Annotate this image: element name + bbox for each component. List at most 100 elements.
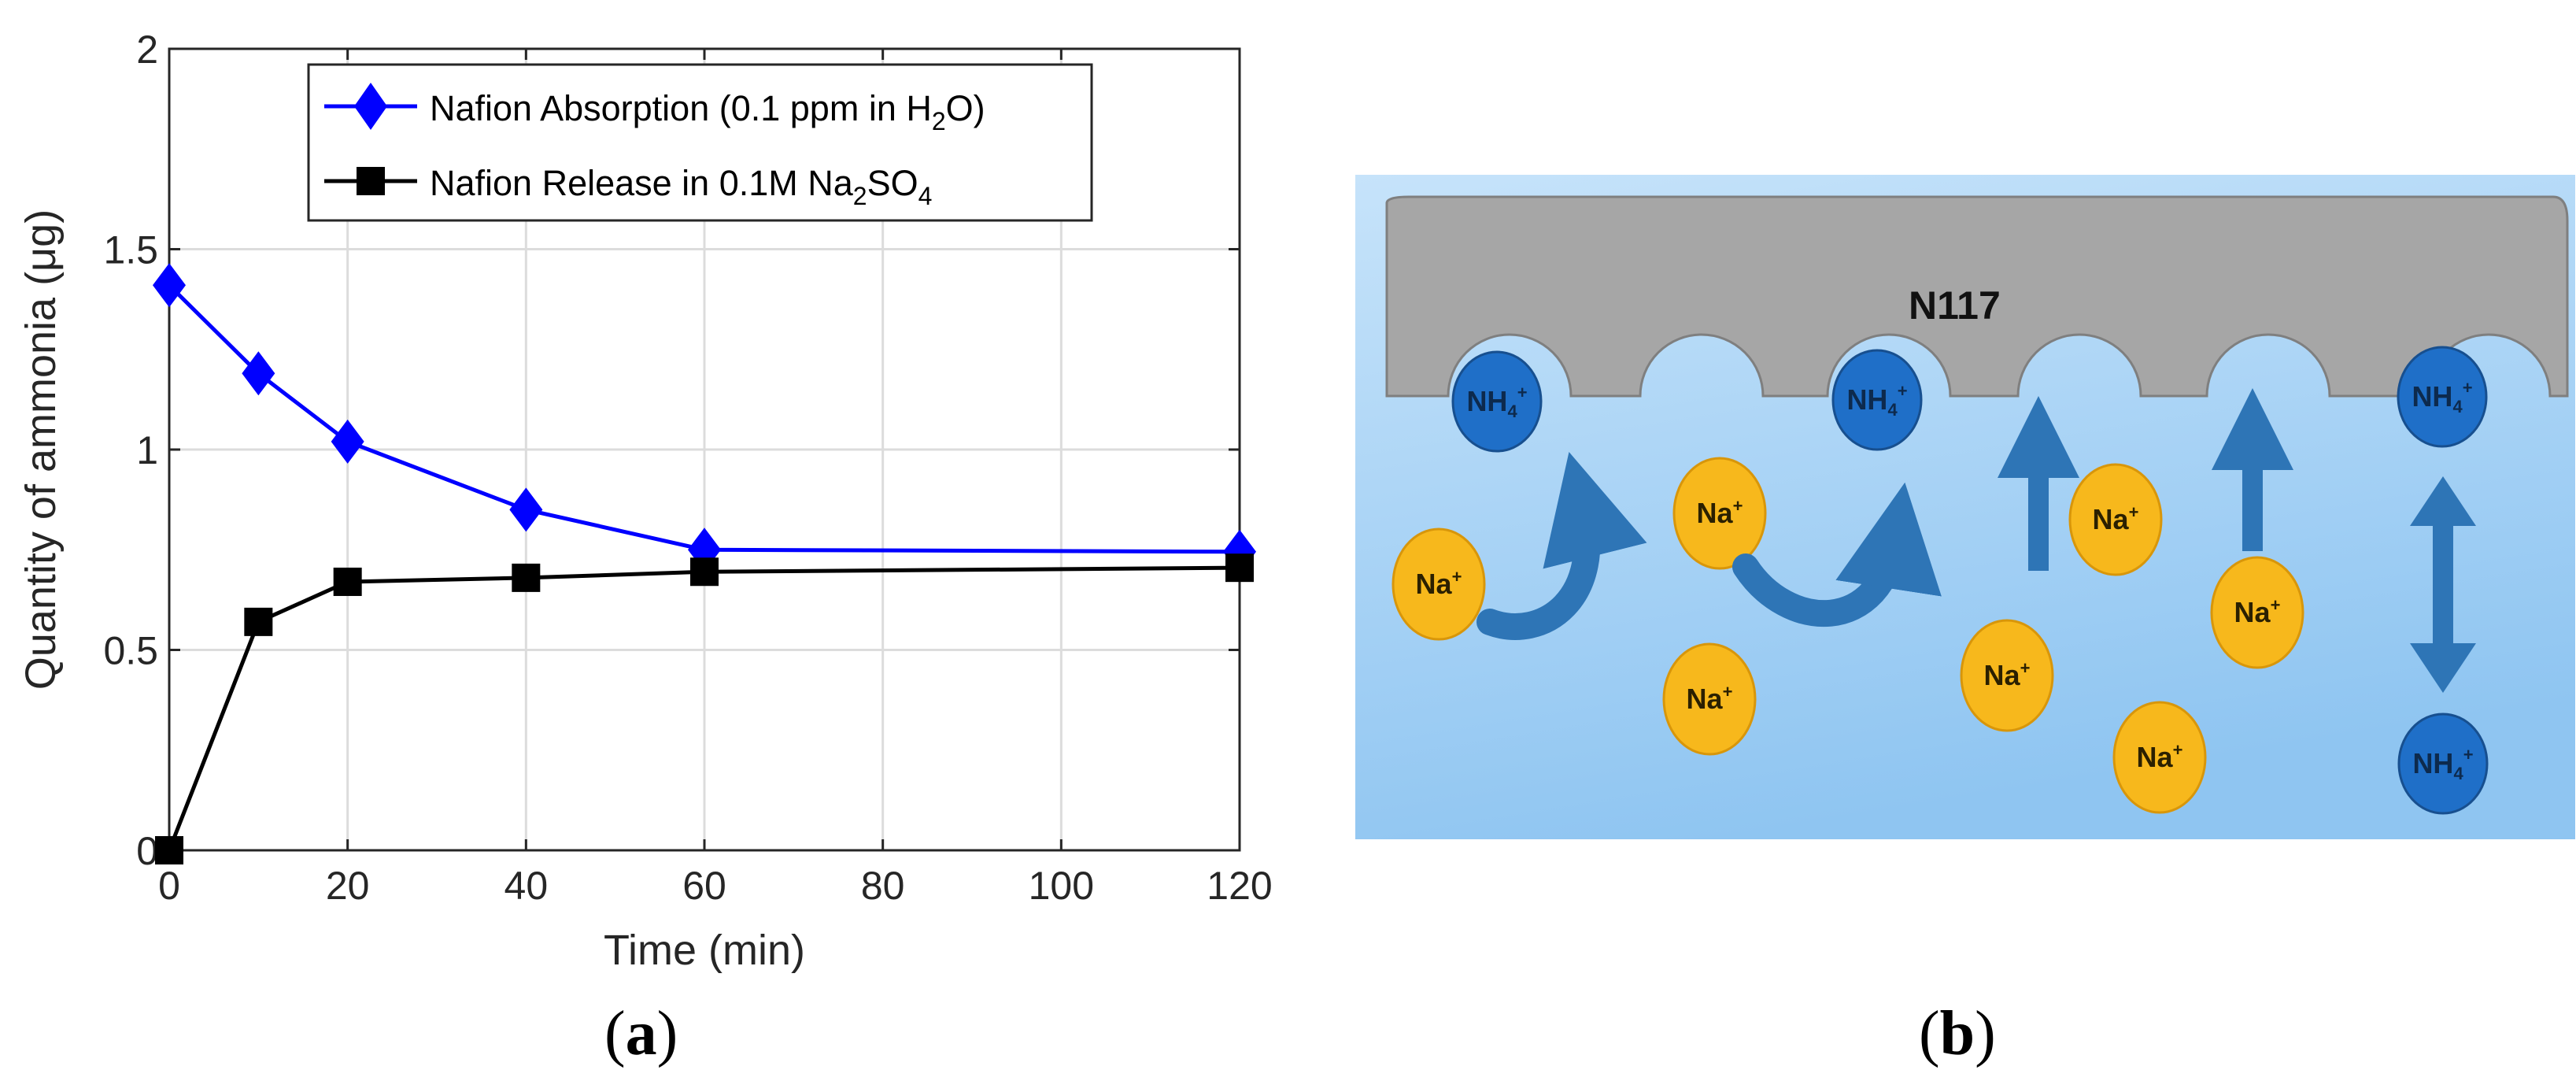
data-point-release: [512, 563, 541, 592]
na-label: Na: [2093, 503, 2130, 535]
y-axis-label: Quantity of ammonia (μg): [17, 209, 65, 690]
na-label: Na: [1416, 568, 1453, 600]
legend-release-part2: SO: [867, 163, 918, 203]
svg-text:NH4+: NH4+: [1846, 381, 1907, 420]
data-point-release: [1225, 553, 1254, 583]
panel-b-close: ): [1975, 999, 1996, 1068]
panel-a-close: ): [656, 999, 678, 1068]
sodium-ion: Na+: [2068, 463, 2163, 576]
nh4-sub: 4: [1507, 402, 1517, 421]
svg-text:NH4+: NH4+: [2412, 378, 2472, 416]
double-arrow-head-bottom: [2410, 643, 2476, 693]
nh4-label: NH: [2412, 380, 2452, 413]
y-tick-label: 1.5: [103, 228, 158, 272]
x-tick-label: 100: [1029, 864, 1094, 908]
data-point-absorption: [331, 419, 364, 464]
x-tick-label: 20: [326, 864, 370, 908]
nh4-sup: +: [2463, 745, 2474, 764]
na-label: Na: [2234, 596, 2271, 628]
sodium-ion: Na+: [2112, 701, 2207, 814]
sodium-ion: Na+: [1662, 642, 1757, 756]
x-tick-label: 60: [682, 864, 726, 908]
na-label: Na: [1697, 497, 1734, 529]
svg-text:Na+: Na+: [2093, 502, 2139, 535]
panel-b-open: (: [1919, 999, 1940, 1068]
exchange-arrow-curved: [1732, 482, 1942, 627]
svg-text:NH4+: NH4+: [2412, 745, 2473, 783]
data-point-absorption: [153, 263, 186, 308]
series-line-0: [168, 283, 1240, 554]
nh4-sub: 4: [1887, 400, 1898, 420]
x-tick-label: 40: [504, 864, 549, 908]
data-point-absorption: [509, 487, 543, 532]
panel-a-open: (: [604, 999, 626, 1068]
panel-b-letter: b: [1939, 999, 1975, 1068]
n117-membrane: [1385, 195, 2569, 398]
legend: Nafion Absorption (0.1 ppm in H2O) Nafio…: [307, 63, 1093, 222]
legend-box: [307, 63, 1093, 222]
nh4-label: NH: [1846, 383, 1887, 416]
na-label: Na: [2137, 741, 2174, 773]
svg-text:Na+: Na+: [1984, 658, 2031, 691]
panel-label-b: (b): [1919, 998, 1996, 1070]
nh4-sup: +: [2463, 378, 2473, 398]
sodium-ion: Na+: [2210, 556, 2304, 669]
nh4-sup: +: [1898, 381, 1908, 401]
ammonium-ion: NH4+: [1831, 349, 1923, 451]
panel-label-a: (a): [604, 998, 678, 1070]
legend-release-sub2: 4: [918, 182, 933, 210]
axis-ticks: 0 20 40 60 80 100 120 0 0.5 1 1.5 2: [103, 28, 1272, 908]
legend-release-part1: Nafion Release in 0.1M Na: [430, 163, 854, 203]
exchange-arrow-curved: [1476, 452, 1647, 640]
ammonium-ion: NH4+: [2397, 346, 2488, 448]
sodium-ion: Na+: [1391, 527, 1486, 641]
na-sup: +: [2020, 658, 2031, 678]
na-label: Na: [1687, 683, 1724, 715]
svg-text:Na+: Na+: [2137, 740, 2183, 773]
na-sup: +: [2129, 502, 2139, 522]
x-tick-label: 120: [1207, 864, 1272, 908]
legend-release-sub1: 2: [853, 182, 867, 210]
y-tick-label: 0: [136, 829, 158, 873]
nh4-sub: 4: [2452, 397, 2463, 416]
legend-label-release: Nafion Release in 0.1M Na2SO4: [430, 163, 932, 210]
data-point-release: [333, 567, 362, 596]
y-tick-label: 2: [136, 28, 158, 72]
data-point-release: [244, 607, 273, 636]
ammonium-ion: NH4+: [1451, 350, 1543, 453]
double-arrow-head-top: [2410, 476, 2476, 526]
chart-panel-a: 0 20 40 60 80 100 120 0 0.5 1 1.5 2 Time (min) Quan…: [17, 28, 1273, 974]
na-sup: +: [1733, 496, 1743, 516]
svg-text:Na+: Na+: [1687, 682, 1733, 715]
sodium-ion: Na+: [1672, 457, 1767, 570]
nh4-label: NH: [2412, 747, 2453, 779]
legend-label-absorption: Nafion Absorption (0.1 ppm in H2O): [430, 88, 985, 135]
data-point-release: [690, 557, 719, 587]
legend-absorption-part1: Nafion Absorption (0.1 ppm in H: [430, 88, 932, 128]
na-sup: +: [2271, 595, 2281, 615]
x-tick-label: 0: [158, 864, 180, 908]
membrane-label: N117: [1909, 283, 2001, 328]
legend-absorption-sub: 2: [932, 107, 946, 135]
na-sup: +: [1723, 682, 1733, 701]
nh4-label: NH: [1466, 385, 1507, 417]
x-tick-label: 80: [861, 864, 905, 908]
data-point-absorption: [242, 351, 275, 396]
series-layer: [153, 263, 1256, 864]
svg-text:Na+: Na+: [1697, 496, 1743, 529]
nh4-sup: +: [1517, 383, 1528, 402]
y-tick-label: 0.5: [103, 629, 158, 673]
svg-text:Na+: Na+: [1416, 567, 1462, 600]
svg-text:Na+: Na+: [2234, 595, 2281, 628]
x-axis-label: Time (min): [604, 927, 805, 974]
legend-marker-absorption: [354, 83, 387, 130]
svg-text:NH4+: NH4+: [1466, 383, 1527, 421]
na-label: Na: [1984, 659, 2021, 691]
panel-a-letter: a: [625, 999, 657, 1068]
sodium-ion: Na+: [1960, 619, 2054, 732]
legend-absorption-part2: O): [946, 88, 985, 128]
ammonium-ion: NH4+: [2397, 713, 2489, 815]
series-line-1: [167, 565, 1240, 851]
data-point-release: [155, 836, 183, 864]
